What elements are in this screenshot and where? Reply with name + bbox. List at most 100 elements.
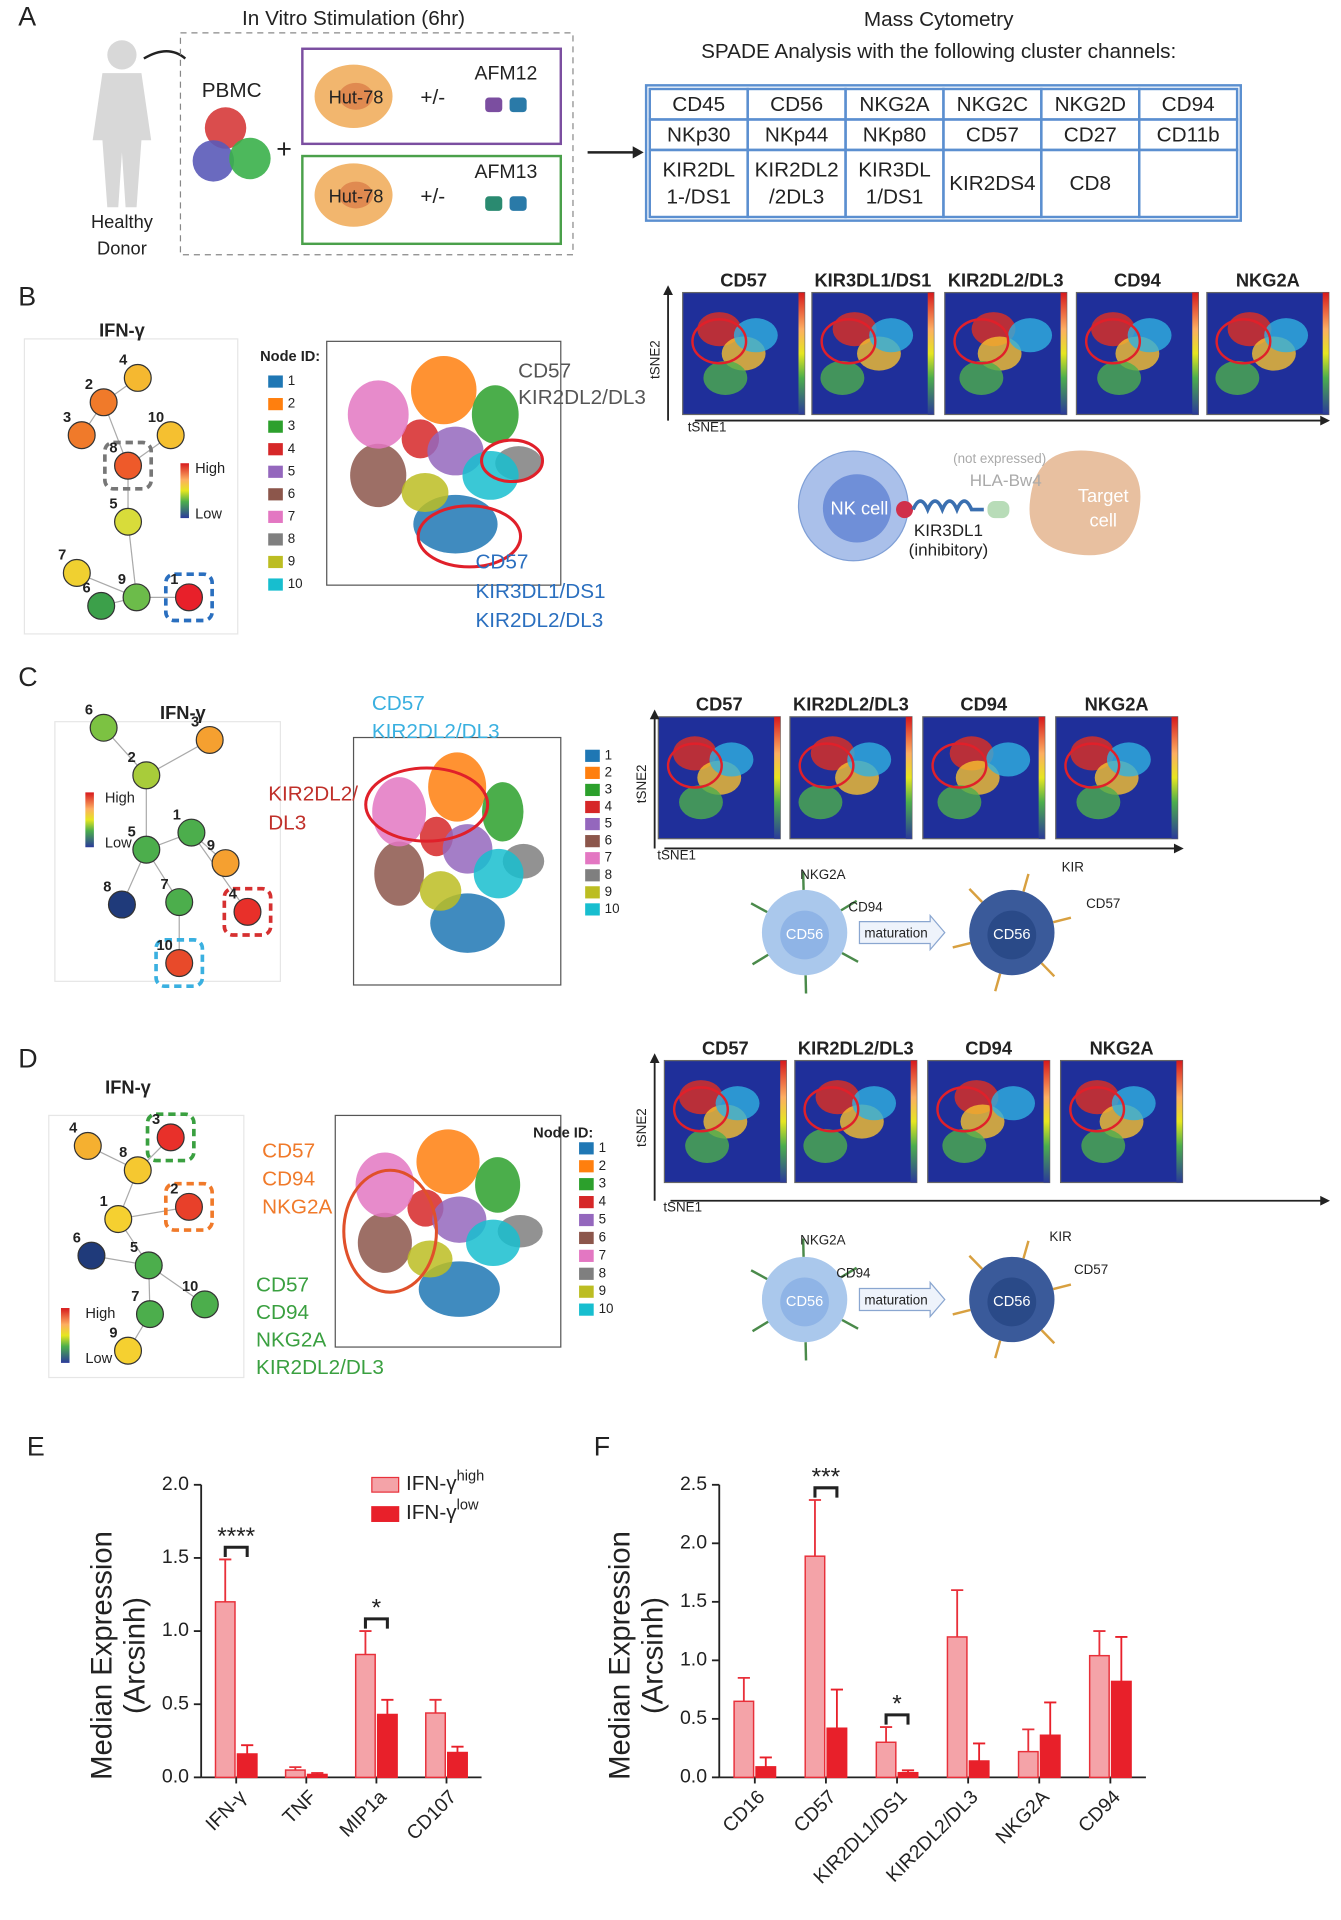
legend-text: 4	[605, 799, 613, 814]
ligand-note: (not expressed)	[953, 451, 1046, 466]
legend-swatch	[579, 1196, 594, 1209]
gate	[931, 742, 988, 789]
target-label: Hut-78	[329, 185, 384, 206]
tsne-cluster	[473, 848, 524, 899]
pbmc-label: PBMC	[202, 79, 262, 102]
error-bar	[451, 1745, 464, 1753]
y-axis-title: (Arcsinh)	[637, 1597, 669, 1714]
tsne-cluster	[357, 1212, 412, 1273]
bar	[875, 1741, 897, 1779]
scale-bar	[60, 1308, 70, 1363]
heatmap-title: CD57	[702, 1037, 749, 1058]
legend-swatch	[585, 800, 600, 814]
legend-text: 8	[288, 531, 295, 546]
node-id: 5	[130, 1240, 138, 1256]
cell-label: NK cell	[831, 497, 889, 518]
arrowhead	[663, 285, 673, 296]
cell-label: CD56	[993, 1294, 1030, 1310]
annotation: CD94	[256, 1301, 309, 1324]
receptor-label: (inhibitory)	[909, 541, 989, 560]
tree-node	[62, 558, 91, 587]
annotation: KIR2DL2/	[268, 782, 358, 805]
legend-title: Node ID:	[260, 349, 320, 365]
node-id: 10	[148, 410, 164, 426]
highlight-box	[163, 1181, 214, 1232]
scale-label: Low	[195, 506, 222, 522]
legend-swatch	[585, 766, 600, 779]
tree-node	[123, 363, 152, 392]
receptor	[750, 902, 768, 914]
channel-table	[644, 84, 1242, 222]
tree-node	[156, 1123, 185, 1152]
legend-text: 7	[288, 508, 295, 523]
antibody-icon	[485, 97, 503, 113]
heatmap-spot	[1076, 785, 1121, 820]
legend-text: 3	[288, 418, 295, 433]
y-tick-label: 0.0	[162, 1766, 189, 1788]
table-text: CD27	[1064, 123, 1117, 146]
significance-label: ****	[217, 1523, 255, 1550]
legend-text: 6	[599, 1229, 606, 1244]
node-id: 9	[118, 572, 126, 588]
legend-text: 7	[599, 1247, 606, 1262]
heatmap-title: CD94	[960, 694, 1008, 715]
target-cell	[1029, 450, 1141, 556]
node-id: 5	[128, 824, 136, 840]
axis-label: tSNE2	[634, 1108, 649, 1147]
legend-text: 9	[288, 554, 295, 569]
arrowhead	[649, 1053, 660, 1064]
ligand-label: HLA-Bw4	[970, 471, 1042, 490]
tree-title: IFN-γ	[160, 702, 207, 723]
receptor-label: CD94	[848, 900, 883, 915]
bar	[425, 1712, 447, 1779]
error-bar	[1022, 1728, 1035, 1752]
tree-node	[89, 713, 118, 742]
significance-bracket	[223, 1545, 249, 1557]
tree-node	[165, 949, 194, 978]
antibody-icon	[485, 196, 503, 211]
node-id: 8	[109, 440, 117, 456]
receptor-label: KIR	[1062, 860, 1085, 875]
heatmap-spot	[1127, 318, 1172, 353]
antibody-icon	[509, 196, 527, 211]
error-bar	[737, 1676, 750, 1702]
receptor-label: CD57	[1074, 1262, 1108, 1277]
annotation: CD94	[262, 1168, 315, 1191]
tsne-cluster	[471, 385, 519, 444]
node-id: 3	[63, 410, 71, 426]
legend-superscript: low	[457, 1497, 479, 1513]
nucleus	[987, 910, 1037, 960]
legend-text: 10	[605, 901, 620, 916]
tree-node	[156, 421, 185, 450]
heatmap-title: CD94	[1114, 269, 1162, 290]
legend-swatch	[268, 555, 283, 569]
x-tick-label: CD57	[790, 1786, 841, 1837]
tsne-cluster	[410, 355, 477, 425]
highlight-box	[222, 886, 273, 937]
highlight-box	[145, 1112, 196, 1163]
node-id: 4	[69, 1121, 78, 1137]
heatmap-spot	[1097, 360, 1142, 395]
legend-text: 10	[599, 1301, 614, 1316]
table-text: CD8	[1070, 172, 1111, 195]
bar	[354, 1653, 376, 1779]
annotation: CD57	[262, 1139, 315, 1162]
x-tick-label: NKG2A	[991, 1786, 1053, 1848]
bar	[1110, 1680, 1132, 1779]
legend-text: 3	[605, 781, 612, 796]
y-axis-title: Median Expression	[86, 1531, 118, 1780]
legend-text: 10	[288, 576, 303, 591]
table-text: NKp44	[765, 123, 828, 146]
tree-node	[114, 451, 143, 480]
node-id: 10	[182, 1279, 198, 1295]
node-id: 1	[173, 807, 181, 823]
x-tick-label: IFN-γ	[201, 1786, 250, 1835]
antibody-label: AFM12	[474, 63, 537, 85]
highlight-box	[103, 440, 154, 491]
scale-bar	[85, 792, 94, 848]
tsne-cluster	[428, 752, 487, 822]
annotation: KIR2DL2/DL3	[372, 720, 500, 743]
legend-swatch	[579, 1213, 594, 1227]
